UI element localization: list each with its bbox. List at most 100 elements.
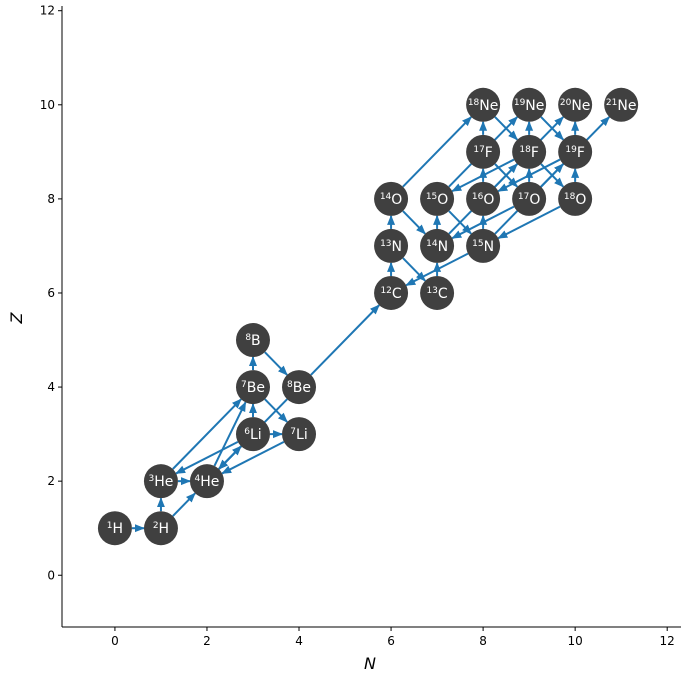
mass-number: 6 (244, 427, 250, 437)
element-symbol: N (392, 239, 402, 255)
node-label: 4He (195, 474, 220, 490)
node-label: 1H (107, 521, 123, 537)
y-axis-label: Z (7, 311, 26, 324)
element-symbol: B (251, 333, 261, 349)
element-symbol: N (438, 239, 448, 255)
node-label: 13N (380, 239, 402, 255)
element-symbol: O (529, 192, 540, 208)
mass-number: 7 (290, 427, 296, 437)
edge (172, 398, 242, 470)
node-label: 8B (245, 333, 260, 349)
element-symbol: C (392, 286, 402, 302)
mass-number: 15 (426, 192, 437, 202)
mass-number: 18 (519, 145, 531, 155)
node-label: 17O (518, 192, 540, 208)
node (235, 370, 270, 405)
node (420, 275, 455, 310)
mass-number: 2 (153, 521, 159, 531)
mass-number: 17 (473, 145, 484, 155)
node-label: 14N (426, 239, 448, 255)
node (97, 511, 132, 546)
node-label: 15O (426, 192, 448, 208)
element-symbol: Be (247, 380, 265, 396)
element-symbol: N (484, 239, 494, 255)
element-symbol: O (483, 192, 494, 208)
x-tick-label: 12 (660, 634, 675, 648)
element-symbol: H (159, 521, 170, 537)
mass-number: 8 (287, 380, 293, 390)
node (374, 228, 409, 263)
node (282, 417, 317, 452)
mass-number: 15 (472, 239, 483, 249)
node-label: 18O (564, 192, 586, 208)
x-tick-label: 10 (568, 634, 583, 648)
mass-number: 12 (380, 286, 391, 296)
node (235, 323, 270, 358)
node-label: 12C (380, 286, 401, 302)
element-symbol: Be (293, 380, 311, 396)
element-symbol: F (577, 145, 585, 161)
mass-number: 19 (514, 98, 526, 108)
mass-number: 20 (560, 98, 572, 108)
edge (405, 252, 469, 287)
node (420, 181, 455, 216)
node-label: 14O (380, 192, 402, 208)
node-label: 8Be (287, 380, 311, 396)
mass-number: 14 (380, 192, 392, 202)
node (604, 87, 639, 122)
node (466, 228, 501, 263)
element-symbol: H (113, 521, 124, 537)
node (512, 181, 547, 216)
node-label: 17F (473, 145, 493, 161)
edge (402, 116, 472, 188)
mass-number: 8 (245, 333, 251, 343)
element-symbol: Li (250, 427, 262, 443)
element-symbol: C (438, 286, 448, 302)
element-symbol: He (154, 474, 173, 490)
edge (213, 401, 247, 467)
node-label: 2H (153, 521, 169, 537)
node-label: 7Be (241, 380, 265, 396)
edge (494, 116, 518, 141)
edge (264, 351, 288, 376)
mass-number: 17 (518, 192, 529, 202)
node (466, 134, 501, 169)
edge (221, 440, 285, 475)
x-tick-label: 6 (387, 634, 395, 648)
edge (310, 304, 380, 376)
node-label: 3He (149, 474, 174, 490)
edge (451, 158, 515, 193)
node-label: 13C (426, 286, 447, 302)
element-symbol: O (437, 192, 448, 208)
node (282, 370, 317, 405)
node-label: 20Ne (560, 98, 591, 114)
node (558, 134, 593, 169)
node (558, 87, 593, 122)
x-tick-label: 8 (479, 634, 487, 648)
node (143, 464, 178, 499)
element-symbol: Ne (479, 98, 498, 114)
y-tick-label: 12 (40, 4, 55, 18)
edge (218, 445, 242, 470)
node-label: 18F (519, 145, 539, 161)
x-tick-label: 4 (295, 634, 303, 648)
y-tick-label: 0 (47, 568, 55, 582)
mass-number: 14 (426, 239, 438, 249)
edge (497, 158, 561, 193)
node (512, 87, 547, 122)
x-axis-label: N (364, 654, 376, 673)
node (189, 464, 224, 499)
element-symbol: O (391, 192, 402, 208)
y-tick-label: 10 (40, 98, 55, 112)
mass-number: 4 (195, 474, 201, 484)
mass-number: 18 (564, 192, 576, 202)
edge (175, 440, 239, 475)
node (235, 417, 270, 452)
y-tick-label: 4 (47, 380, 55, 394)
y-tick-label: 8 (47, 192, 55, 206)
node-label: 19Ne (514, 98, 545, 114)
y-tick-label: 6 (47, 286, 55, 300)
edge (497, 205, 561, 240)
element-symbol: Ne (571, 98, 590, 114)
